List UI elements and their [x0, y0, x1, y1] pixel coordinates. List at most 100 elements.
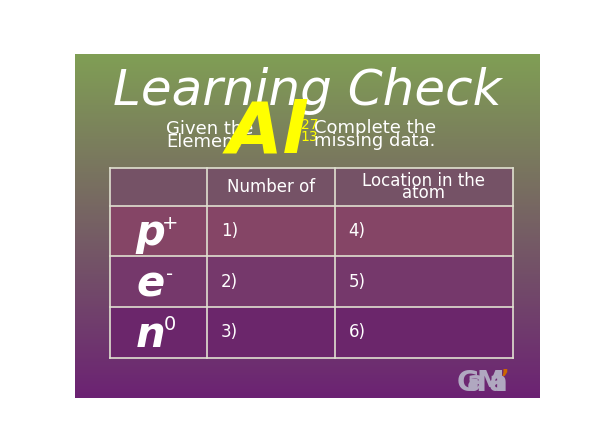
Text: 13: 13 — [301, 130, 318, 144]
Bar — [75, 327, 540, 328]
Bar — [75, 68, 540, 70]
Bar — [75, 292, 540, 293]
Bar — [75, 249, 540, 250]
Bar — [75, 121, 540, 122]
Bar — [75, 229, 540, 230]
Bar — [75, 276, 540, 277]
Bar — [75, 298, 540, 299]
Bar — [75, 110, 540, 111]
Bar — [75, 74, 540, 76]
Bar — [75, 210, 540, 211]
Bar — [75, 149, 540, 150]
Bar — [75, 160, 540, 161]
Bar — [75, 87, 540, 88]
Bar — [75, 337, 540, 338]
Bar — [75, 331, 540, 333]
Text: 27: 27 — [301, 118, 318, 132]
Bar — [75, 367, 540, 368]
Bar — [75, 259, 540, 260]
Bar — [75, 84, 540, 86]
Bar — [75, 391, 540, 392]
Text: 1): 1) — [221, 222, 238, 240]
Bar — [75, 382, 540, 383]
Bar — [75, 100, 540, 101]
Text: Complete the: Complete the — [314, 119, 436, 137]
Bar — [75, 133, 540, 134]
Bar — [75, 211, 540, 212]
Bar — [75, 114, 540, 116]
Bar — [75, 218, 540, 219]
Bar — [75, 339, 540, 341]
Bar — [75, 58, 540, 59]
Bar — [75, 216, 540, 218]
Bar — [75, 177, 540, 179]
Bar — [75, 303, 540, 304]
Bar — [75, 80, 540, 81]
Bar — [75, 396, 540, 398]
Bar — [75, 363, 540, 365]
Bar — [75, 224, 540, 226]
Bar — [75, 307, 540, 308]
Bar — [75, 137, 540, 139]
Bar — [75, 262, 540, 264]
Bar — [75, 266, 540, 267]
Bar — [75, 256, 540, 257]
Bar — [75, 129, 540, 131]
Bar — [75, 304, 540, 305]
Bar — [75, 199, 540, 201]
Bar — [75, 193, 540, 194]
Bar — [75, 166, 540, 167]
Bar — [75, 205, 540, 206]
Bar — [75, 98, 540, 100]
Bar — [75, 109, 540, 110]
Bar — [75, 228, 540, 229]
Bar — [75, 321, 540, 322]
Bar — [75, 221, 540, 222]
Bar — [75, 261, 540, 262]
Bar — [75, 323, 540, 325]
Bar — [75, 230, 540, 232]
Bar — [75, 145, 540, 147]
Bar — [75, 272, 540, 273]
Bar — [75, 297, 540, 298]
Bar — [75, 290, 540, 291]
Text: e: e — [136, 263, 164, 305]
Bar — [75, 143, 540, 144]
Bar — [75, 322, 540, 323]
Bar — [75, 306, 540, 307]
Bar — [75, 283, 540, 284]
Bar — [75, 157, 540, 158]
Bar — [75, 376, 540, 377]
Bar — [75, 246, 540, 248]
Bar — [75, 159, 540, 160]
Bar — [75, 393, 540, 394]
Bar — [75, 312, 540, 313]
Bar — [75, 117, 540, 118]
Bar — [75, 268, 540, 270]
Bar — [75, 219, 540, 220]
Text: a: a — [489, 369, 508, 397]
Bar — [75, 81, 540, 82]
Bar — [75, 90, 540, 92]
Bar — [75, 106, 540, 108]
Bar — [75, 204, 540, 205]
Bar — [75, 196, 540, 197]
Bar — [75, 155, 540, 156]
Text: 0: 0 — [164, 315, 176, 334]
Bar — [75, 56, 540, 57]
Bar — [75, 341, 540, 342]
Bar — [75, 353, 540, 354]
Bar — [75, 243, 540, 244]
Bar — [75, 347, 540, 349]
Bar — [75, 102, 540, 103]
Bar — [75, 293, 540, 295]
Bar — [75, 300, 540, 301]
Bar — [75, 336, 540, 337]
Bar — [75, 113, 540, 114]
Bar — [75, 73, 540, 74]
Bar — [75, 333, 540, 335]
Bar — [75, 108, 540, 109]
Bar — [75, 328, 540, 329]
Bar — [75, 147, 540, 148]
Bar — [75, 366, 540, 367]
